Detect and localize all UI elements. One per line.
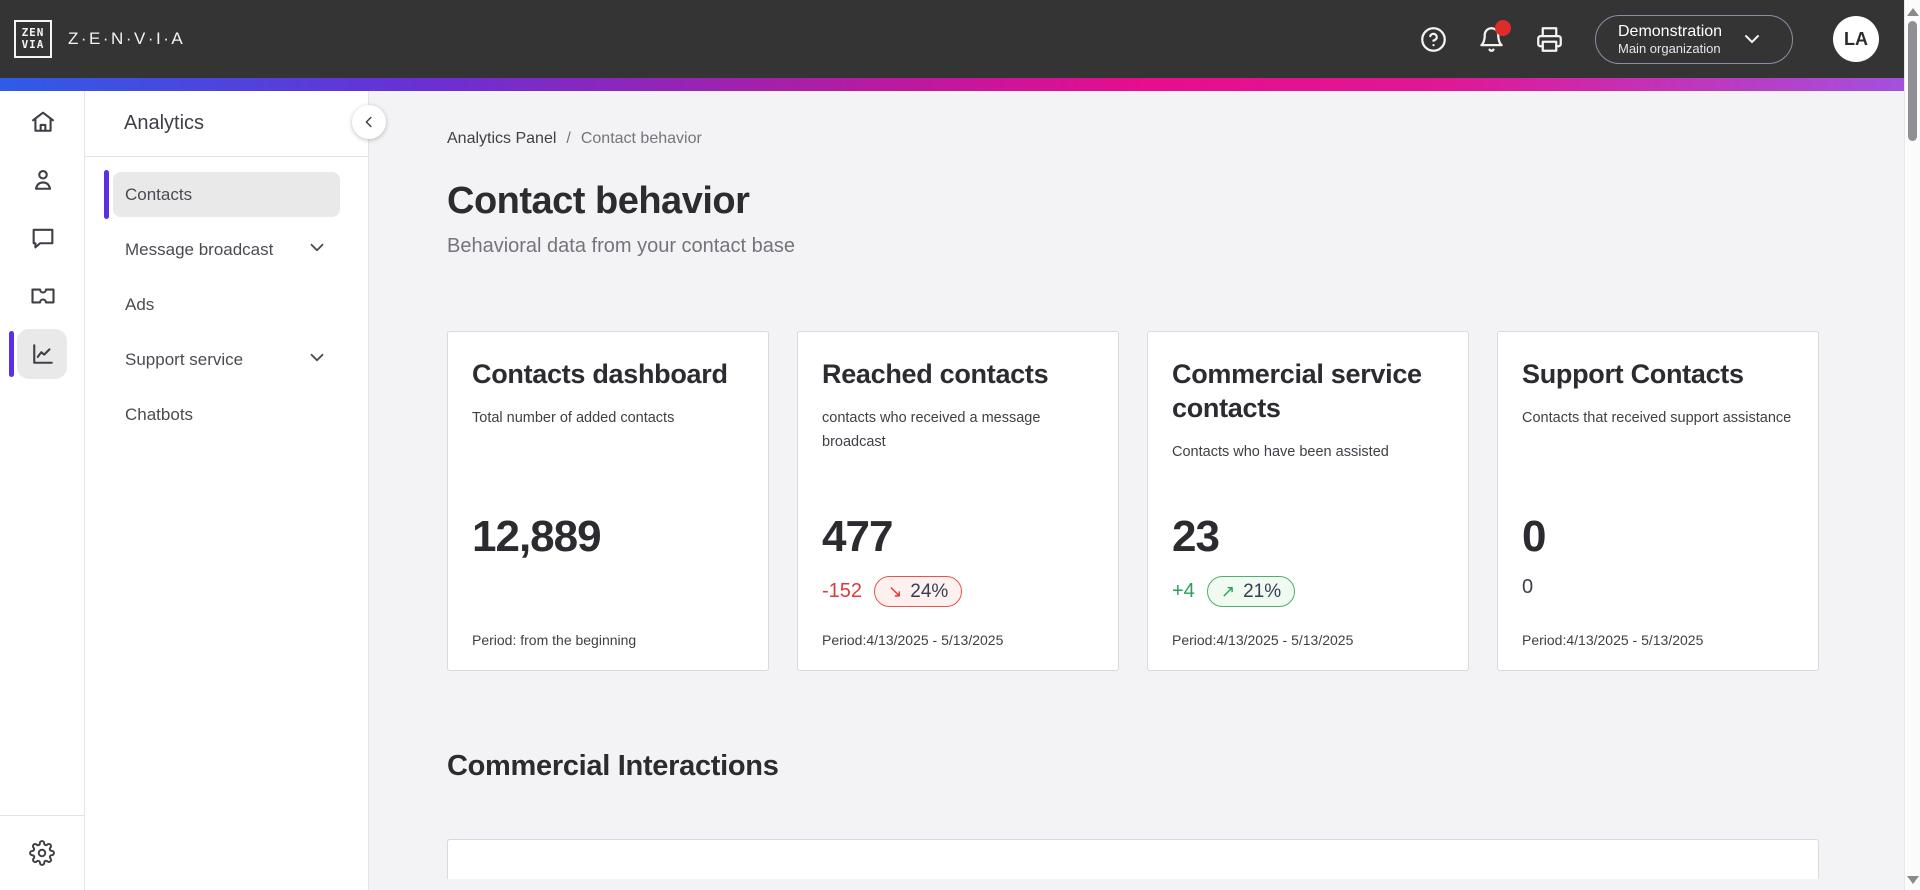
print-button[interactable] bbox=[1533, 23, 1565, 55]
page-title: Contact behavior bbox=[447, 180, 750, 222]
logo-monogram-bottom: VIA bbox=[21, 38, 45, 51]
delta-value: -152 bbox=[822, 580, 863, 602]
card-value: 0 bbox=[1522, 512, 1547, 561]
card-description: Contacts who have been assisted bbox=[1172, 443, 1389, 460]
delta-value: 0 bbox=[1522, 576, 1534, 598]
card-commercial-service-contacts: Commercial service contacts Contacts who… bbox=[1147, 331, 1469, 671]
sidebar-item-chatbots[interactable]: Chatbots bbox=[113, 392, 340, 437]
sidebar-heading: Analytics bbox=[85, 91, 368, 157]
trend-percent: 21% bbox=[1243, 580, 1282, 602]
breadcrumb-current: Contact behavior bbox=[580, 130, 702, 147]
card-description: Total number of added contacts bbox=[472, 409, 675, 426]
card-title: Support Contacts bbox=[1522, 359, 1744, 389]
organization-name: Demonstration bbox=[1618, 22, 1723, 40]
rail-footer bbox=[0, 815, 84, 890]
user-icon bbox=[34, 169, 51, 190]
avatar-initials: LA bbox=[1844, 28, 1868, 49]
sidebar-item-label: Contacts bbox=[125, 184, 193, 204]
trend-down-arrow-icon: ↘ bbox=[888, 581, 903, 601]
home-icon bbox=[31, 111, 54, 132]
sidebar-item-support-service[interactable]: Support service bbox=[113, 337, 340, 382]
rail-contacts-button[interactable] bbox=[0, 155, 85, 205]
chat-bubble-icon bbox=[32, 228, 53, 249]
breadcrumb: Analytics Panel / Contact behavior bbox=[447, 130, 1904, 148]
card-title: Reached contacts bbox=[822, 359, 1049, 389]
scrollbar-up-arrow[interactable] bbox=[1907, 8, 1919, 16]
sidebar-item-label: Ads bbox=[125, 294, 155, 314]
commercial-interactions-card-partial bbox=[447, 839, 1819, 879]
zenvia-logo-icon[interactable]: ZEN VIA bbox=[14, 20, 52, 58]
card-value: 477 bbox=[822, 512, 893, 561]
scrollbar-down-arrow[interactable] bbox=[1907, 876, 1919, 884]
printer-icon bbox=[1536, 26, 1562, 52]
organization-switcher[interactable]: Demonstration Main organization bbox=[1595, 14, 1793, 64]
card-value: 12,889 bbox=[472, 512, 602, 561]
trend-up-arrow-icon: ↗ bbox=[1220, 581, 1236, 601]
rail-home-button[interactable] bbox=[0, 97, 85, 147]
vertical-scrollbar[interactable] bbox=[1904, 0, 1920, 890]
sidebar-list: Contacts Message broadcast Ads Support s… bbox=[85, 170, 368, 437]
ticket-icon bbox=[30, 288, 55, 304]
logo-monogram-top: ZEN bbox=[21, 26, 45, 39]
bell-icon bbox=[1479, 26, 1503, 52]
kpi-cards-row: Contacts dashboard Total number of added… bbox=[447, 331, 1904, 671]
sidebar-item-ads[interactable]: Ads bbox=[113, 282, 340, 327]
main-content: Analytics Panel / Contact behavior Conta… bbox=[369, 91, 1904, 890]
scrollbar-thumb[interactable] bbox=[1908, 21, 1917, 141]
help-button[interactable] bbox=[1417, 23, 1449, 55]
notifications-button[interactable] bbox=[1475, 20, 1511, 55]
card-description: Contacts that received support assistanc… bbox=[1522, 409, 1792, 426]
card-period: Period:4/13/2025 - 5/13/2025 bbox=[1172, 632, 1354, 648]
analytics-sidebar: Analytics Contacts Message broadcast Ads… bbox=[85, 91, 369, 890]
card-period: Period:4/13/2025 - 5/13/2025 bbox=[822, 632, 1004, 648]
settings-gear-icon[interactable] bbox=[29, 840, 55, 866]
rail-tickets-button[interactable] bbox=[0, 271, 85, 321]
card-description: contacts who received a message broadcas… bbox=[822, 409, 1041, 450]
breadcrumb-analytics-panel[interactable]: Analytics Panel bbox=[447, 130, 557, 147]
notification-dot bbox=[1495, 20, 1511, 36]
trend-percent: 24% bbox=[910, 580, 949, 602]
active-indicator-bar bbox=[9, 331, 14, 377]
card-delta-row: +4 ↗ 21% bbox=[1172, 576, 1296, 607]
sidebar-item-label: Chatbots bbox=[125, 404, 194, 424]
section-heading-commercial-interactions: Commercial Interactions bbox=[447, 750, 779, 782]
card-contacts-dashboard: Contacts dashboard Total number of added… bbox=[447, 331, 769, 671]
organization-subtitle: Main organization bbox=[1618, 40, 1721, 56]
active-indicator-bar bbox=[104, 170, 109, 219]
card-period: Period: from the beginning bbox=[472, 632, 637, 648]
topbar: ZEN VIA Z·E·N·V·I·A Demonstration Main o… bbox=[0, 0, 1904, 78]
sidebar-collapse-button[interactable] bbox=[352, 105, 386, 139]
sidebar-item-message-broadcast[interactable]: Message broadcast bbox=[113, 227, 340, 272]
delta-value: +4 bbox=[1172, 580, 1195, 602]
brand-wordmark: Z·E·N·V·I·A bbox=[68, 29, 186, 48]
card-delta-row: 0 bbox=[1522, 576, 1533, 599]
trend-badge: ↗ 21% bbox=[1206, 576, 1296, 607]
card-reached-contacts: Reached contacts contacts who received a… bbox=[797, 331, 1119, 671]
sidebar-item-label: Support service bbox=[125, 349, 244, 369]
help-icon bbox=[1420, 26, 1446, 52]
sidebar-item-label: Message broadcast bbox=[125, 239, 274, 259]
rail-conversations-button[interactable] bbox=[0, 213, 85, 263]
organization-text: Demonstration Main organization bbox=[1618, 22, 1722, 57]
trend-badge: ↘ 24% bbox=[874, 576, 963, 607]
card-title: Contacts dashboard bbox=[472, 359, 728, 389]
card-value: 23 bbox=[1172, 512, 1220, 561]
breadcrumb-separator: / bbox=[566, 130, 571, 147]
card-title: Commercial service contacts bbox=[1172, 359, 1422, 423]
card-period: Period:4/13/2025 - 5/13/2025 bbox=[1522, 632, 1704, 648]
user-avatar[interactable]: LA bbox=[1833, 16, 1879, 62]
page-subtitle: Behavioral data from your contact base bbox=[447, 235, 795, 257]
chevron-left-icon bbox=[365, 116, 372, 128]
chevron-down-icon bbox=[306, 236, 328, 263]
brand-gradient-bar bbox=[0, 78, 1904, 91]
chevron-down-icon bbox=[306, 346, 328, 373]
card-support-contacts: Support Contacts Contacts that received … bbox=[1497, 331, 1819, 671]
rail-analytics-button[interactable] bbox=[0, 329, 85, 379]
icon-rail bbox=[0, 91, 85, 890]
line-chart-icon bbox=[32, 344, 53, 364]
sidebar-item-contacts[interactable]: Contacts bbox=[104, 170, 340, 219]
card-delta-row: -152 ↘ 24% bbox=[822, 576, 963, 607]
chevron-down-icon bbox=[1745, 35, 1760, 43]
